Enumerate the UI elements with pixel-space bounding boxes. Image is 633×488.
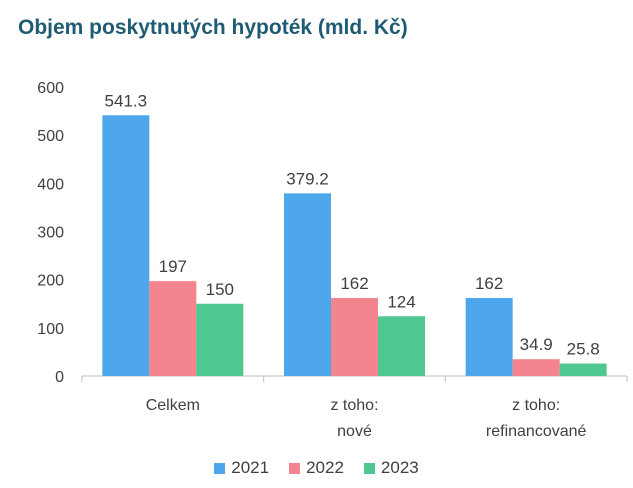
data-label: 379.2 bbox=[286, 169, 329, 188]
data-label: 162 bbox=[475, 274, 503, 293]
y-tick-label: 0 bbox=[55, 369, 64, 386]
category-label: z toho: bbox=[330, 397, 378, 414]
category-label: refinancované bbox=[486, 423, 587, 440]
data-labels: 541.3 379.2 162 197 162 34.9 150 124 25.8 bbox=[105, 91, 600, 358]
legend-item-2022: 2022 bbox=[289, 458, 344, 478]
legend-label: 2023 bbox=[380, 458, 419, 477]
legend-swatch bbox=[363, 462, 375, 474]
bar-2022-1 bbox=[331, 297, 378, 376]
y-axis: 0 100 200 300 400 500 600 bbox=[37, 80, 64, 386]
legend-item-2023: 2023 bbox=[363, 458, 419, 478]
data-label: 162 bbox=[340, 274, 368, 293]
data-label: 124 bbox=[387, 292, 415, 311]
bar-2023-0 bbox=[196, 303, 244, 376]
bar-2023-2 bbox=[559, 363, 607, 376]
legend-label: 2021 bbox=[231, 458, 270, 477]
bar-2022-2 bbox=[512, 359, 560, 376]
legend: 2021 2022 2023 bbox=[0, 458, 633, 478]
data-label: 150 bbox=[206, 280, 234, 299]
category-label: z toho: bbox=[512, 397, 560, 414]
y-tick-label: 200 bbox=[37, 273, 64, 290]
legend-label: 2022 bbox=[306, 458, 344, 477]
legend-swatch bbox=[214, 462, 226, 474]
y-tick-label: 300 bbox=[37, 225, 64, 242]
y-tick-label: 400 bbox=[37, 176, 64, 193]
data-label: 34.9 bbox=[520, 335, 553, 354]
chart-title: Objem poskytnutých hypoték (mld. Kč) bbox=[18, 16, 408, 39]
category-label: Celkem bbox=[146, 397, 200, 414]
bar-2021-2 bbox=[465, 297, 513, 376]
legend-swatch bbox=[289, 462, 301, 474]
bar-2021-0 bbox=[102, 115, 150, 376]
y-tick-label: 500 bbox=[37, 128, 64, 145]
x-axis: Celkem z toho: nové z toho: refinancované bbox=[81, 375, 628, 440]
y-tick-label: 600 bbox=[37, 80, 64, 97]
data-label: 197 bbox=[159, 257, 187, 276]
legend-item-2021: 2021 bbox=[214, 458, 269, 478]
data-label: 541.3 bbox=[105, 91, 148, 110]
bar-2021-1 bbox=[284, 193, 331, 376]
data-label: 25.8 bbox=[567, 340, 600, 359]
category-label: nové bbox=[337, 423, 372, 440]
bar-2023-1 bbox=[378, 316, 425, 376]
y-tick-label: 100 bbox=[37, 321, 64, 338]
bar-2022-0 bbox=[149, 281, 197, 376]
bars bbox=[102, 115, 607, 376]
